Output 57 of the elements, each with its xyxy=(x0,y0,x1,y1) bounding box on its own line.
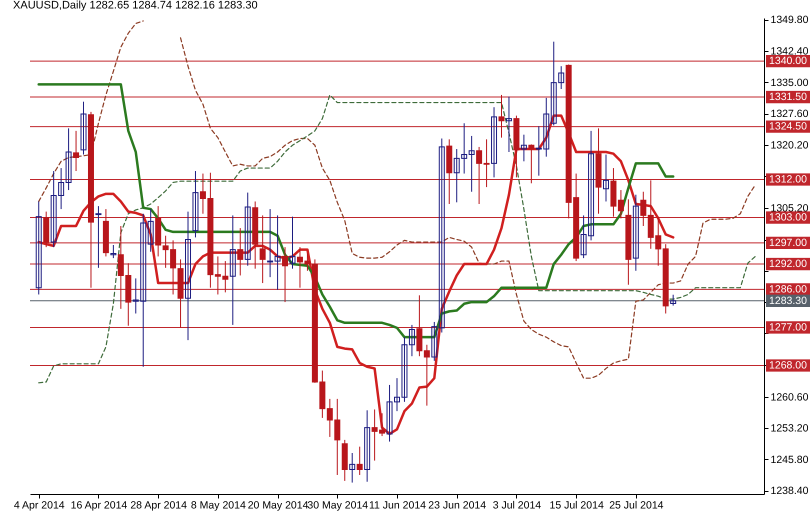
x-tick-label: 23 Jun 2014 xyxy=(428,500,486,512)
y-tick-label: 1245.80 xyxy=(770,454,809,466)
ref-line-label: 1324.50 xyxy=(769,120,808,133)
y-tick-label: 1253.20 xyxy=(770,422,809,435)
ref-line-label: 1286.00 xyxy=(769,283,808,296)
candlestick xyxy=(260,214,266,284)
y-tick-label: 1342.40 xyxy=(770,45,809,58)
y-tick-label: 1320.20 xyxy=(770,139,809,152)
candlestick xyxy=(356,446,363,476)
x-tick-label: 4 Apr 2014 xyxy=(14,500,65,512)
candlestick xyxy=(632,194,639,272)
candlestick xyxy=(282,246,288,303)
x-tick-label: 30 May 2014 xyxy=(307,500,368,512)
ref-line-label: 1303.00 xyxy=(769,212,808,224)
x-tick-label: 25 Jul 2014 xyxy=(609,500,664,512)
candlestick xyxy=(670,294,676,306)
candlestick xyxy=(237,228,244,276)
candlestick xyxy=(506,96,512,153)
candlestick xyxy=(230,214,236,326)
ref-line-label: 1277.00 xyxy=(769,321,808,334)
ref-line-label: 1297.00 xyxy=(769,236,808,249)
x-tick-label: 28 Apr 2014 xyxy=(130,500,188,512)
candlestick xyxy=(95,206,102,268)
x-tick-label: 11 Jun 2014 xyxy=(368,500,426,512)
candlestick xyxy=(36,200,42,295)
candlestick xyxy=(349,452,356,484)
candlestick xyxy=(520,134,527,162)
x-tick-label: 3 Jul 2014 xyxy=(492,500,542,512)
y-tick-label: 1349.80 xyxy=(770,14,809,26)
candlestick xyxy=(602,154,609,202)
x-tick-label: 16 Apr 2014 xyxy=(70,500,128,512)
ref-line-label: 1340.00 xyxy=(769,55,808,68)
candlestick xyxy=(364,410,370,482)
candlestick xyxy=(528,144,534,184)
x-tick-label: 8 May 2014 xyxy=(190,500,246,512)
candlestick xyxy=(80,101,87,156)
ref-line-label: 1283.30 xyxy=(769,294,808,307)
candlestick xyxy=(491,106,498,178)
y-tick-label: 1238.40 xyxy=(770,485,809,498)
ref-line-label: 1312.00 xyxy=(769,173,808,186)
ref-line-label: 1268.00 xyxy=(769,359,808,372)
candlestick xyxy=(290,216,296,270)
candlestick xyxy=(244,192,251,266)
candlestick xyxy=(73,130,80,172)
candlestick xyxy=(192,170,198,238)
x-tick-label: 15 Jul 2014 xyxy=(549,500,604,512)
ref-line-label: 1292.00 xyxy=(769,258,808,270)
x-tick-label: 20 May 2014 xyxy=(248,500,309,512)
y-tick-label: 1335.00 xyxy=(770,76,809,89)
chart-title: XAUUSD,Daily 1282.65 1284.74 1282.16 1283.30 xyxy=(13,0,258,12)
ref-line-label: 1331.50 xyxy=(769,91,808,104)
y-tick-label: 1327.60 xyxy=(770,108,809,120)
line-series xyxy=(38,94,756,384)
candlestick xyxy=(498,94,504,138)
y-tick-label: 1260.60 xyxy=(770,391,809,404)
candlestick xyxy=(185,211,192,341)
candlestick xyxy=(110,244,116,259)
